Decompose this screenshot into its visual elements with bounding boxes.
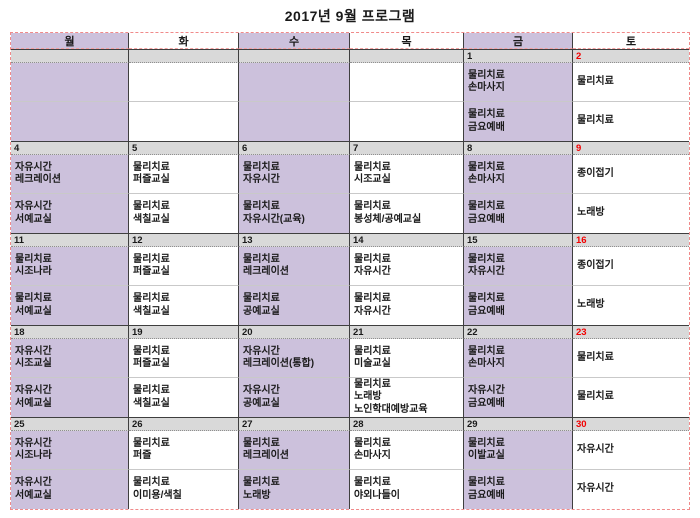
activity-cell: 물리치료 손마사지 <box>350 431 464 470</box>
activity-cell: 물리치료 자유시간 <box>350 286 464 325</box>
activity-cell: 물리치료 금요예배 <box>464 194 573 233</box>
activity-cell: 물리치료 자유시간(교육) <box>239 194 350 233</box>
activity-cell: 물리치료 이발교실 <box>464 431 573 470</box>
activity-cell: 자유시간 시조교실 <box>11 339 129 378</box>
activity-cell: 자유시간 시조나라 <box>11 431 129 470</box>
activity-cell: 자유시간 공예교실 <box>239 378 350 417</box>
date-cell: 30 <box>573 417 689 431</box>
activity-cell <box>350 102 464 141</box>
activity-cell: 물리치료 공예교실 <box>239 286 350 325</box>
activity-cell: 물리치료 노래방 노인학대예방교육 <box>350 378 464 417</box>
activity-cell <box>11 63 129 102</box>
date-cell: 14 <box>350 233 464 247</box>
date-cell: 15 <box>464 233 573 247</box>
weekday-header-mon: 월 <box>11 33 129 49</box>
date-cell: 2 <box>573 49 689 63</box>
page-title: 2017년 9월 프로그램 <box>284 8 416 24</box>
activity-cell: 물리치료 노래방 <box>239 470 350 509</box>
activity-cell: 자유시간 레크레이션(통합) <box>239 339 350 378</box>
weekday-header-thu: 목 <box>350 33 464 49</box>
activity-cell: 물리치료 자유시간 <box>239 155 350 194</box>
date-cell: 27 <box>239 417 350 431</box>
date-cell: 28 <box>350 417 464 431</box>
date-cell: 13 <box>239 233 350 247</box>
activity-cell: 물리치료 금요예배 <box>464 286 573 325</box>
activity-cell: 물리치료 미술교실 <box>350 339 464 378</box>
date-cell: 22 <box>464 325 573 339</box>
activity-cell: 물리치료 손마사지 <box>464 63 573 102</box>
date-cell: 12 <box>129 233 239 247</box>
activity-cell: 물리치료 색칠교실 <box>129 194 239 233</box>
weekday-header-wed: 수 <box>239 33 350 49</box>
date-cell: 6 <box>239 141 350 155</box>
activity-cell: 물리치료 레크레이션 <box>239 431 350 470</box>
activity-cell: 물리치료 손마사지 <box>464 155 573 194</box>
activity-cell: 자유시간 서예교실 <box>11 470 129 509</box>
date-cell: 16 <box>573 233 689 247</box>
activity-cell: 물리치료 <box>577 391 614 403</box>
activity-cell: 물리치료 금요예배 <box>464 470 573 509</box>
date-cell: 9 <box>573 141 689 155</box>
activity-cell: 노래방 <box>577 207 605 219</box>
activity-cell <box>239 63 350 102</box>
activity-cell: 종이접기 <box>573 247 689 286</box>
activity-cell: 물리치료 퍼즐교실 <box>129 247 239 286</box>
date-cell <box>129 49 239 63</box>
activity-cell: 물리치료 퍼즐 <box>129 431 239 470</box>
date-cell: 20 <box>239 325 350 339</box>
activity-cell: 물리치료 금요예배 <box>464 102 573 141</box>
activity-cell <box>239 102 350 141</box>
activity-cell: 물리치료 <box>573 63 689 102</box>
date-cell: 29 <box>464 417 573 431</box>
activity-cell: 자유시간 레크레이션 <box>11 155 129 194</box>
activity-cell: 물리치료 <box>577 115 614 127</box>
date-cell: 25 <box>11 417 129 431</box>
activity-cell: 물리치료 자유시간 <box>350 247 464 286</box>
date-cell: 11 <box>11 233 129 247</box>
activity-cell: 물리치료 이미용/색칠 <box>129 470 239 509</box>
activity-cell: 물리치료 <box>573 339 689 378</box>
activity-cell: 종이접기 <box>573 155 689 194</box>
activity-cell <box>11 102 129 141</box>
date-cell: 18 <box>11 325 129 339</box>
activity-cell: 노래방 <box>577 299 605 311</box>
activity-cell: 물리치료 색칠교실 <box>129 378 239 417</box>
activity-cell: 물리치료 색칠교실 <box>129 286 239 325</box>
activity-cell: 자유시간 <box>573 431 689 470</box>
activity-cell: 자유시간 <box>577 483 614 495</box>
date-cell: 8 <box>464 141 573 155</box>
activity-cell: 물리치료 퍼즐교실 <box>129 339 239 378</box>
date-cell: 4 <box>11 141 129 155</box>
date-cell: 5 <box>129 141 239 155</box>
date-cell <box>11 49 129 63</box>
date-cell: 1 <box>464 49 573 63</box>
activity-cell: 물리치료 레크레이션 <box>239 247 350 286</box>
activity-cell: 물리치료 서예교실 <box>11 286 129 325</box>
activity-cell <box>350 63 464 102</box>
weekday-header-tue: 화 <box>129 33 239 49</box>
activity-cell: 물리치료 야외나들이 <box>350 470 464 509</box>
activity-cell: 물리치료 퍼즐교실 <box>129 155 239 194</box>
calendar-grid: 월 화 수 목 금 토 1 2 물리치료 손마사지 물리치료 물리치료 금요예배 물리치료… <box>10 32 690 510</box>
activity-cell: 자유시간 금요예배 <box>464 378 573 417</box>
weekday-header-fri: 금 <box>464 33 573 49</box>
activity-cell: 물리치료 시조교실 <box>350 155 464 194</box>
date-cell <box>350 49 464 63</box>
activity-cell: 물리치료 손마사지 <box>464 339 573 378</box>
activity-cell <box>129 102 239 141</box>
activity-cell: 물리치료 봉성체/공예교실 <box>350 194 464 233</box>
date-cell: 26 <box>129 417 239 431</box>
date-cell: 19 <box>129 325 239 339</box>
activity-cell: 물리치료 시조나라 <box>11 247 129 286</box>
date-cell: 21 <box>350 325 464 339</box>
activity-cell: 자유시간 서예교실 <box>11 194 129 233</box>
weekday-header-sat: 토 <box>573 33 689 49</box>
activity-cell: 물리치료 자유시간 <box>464 247 573 286</box>
date-cell: 7 <box>350 141 464 155</box>
date-cell: 23 <box>573 325 689 339</box>
activity-cell <box>129 63 239 102</box>
activity-cell: 자유시간 서예교실 <box>11 378 129 417</box>
date-cell <box>239 49 350 63</box>
